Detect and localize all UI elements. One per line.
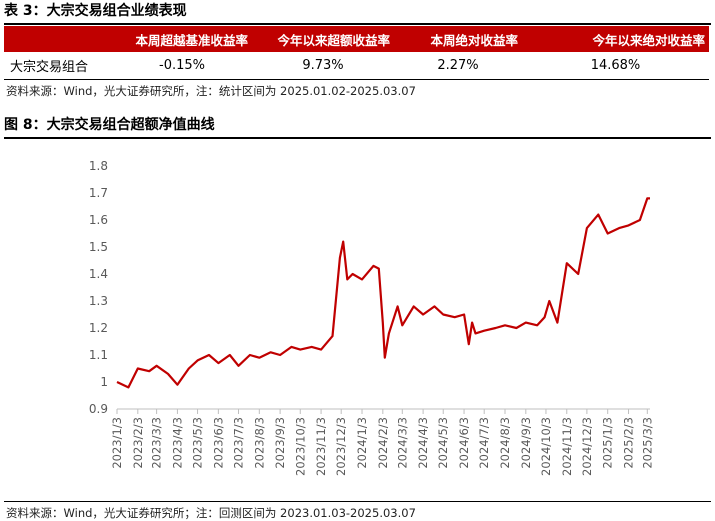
table-cell: 14.68% (522, 52, 709, 80)
x-tick-label: 2024/12/3 (580, 417, 594, 476)
plot-area (116, 197, 650, 389)
x-tick-label: 2023/6/3 (211, 417, 225, 469)
x-tick-label: 2025/1/3 (601, 417, 615, 469)
table-header-cell: 今年以来超额收益率 (252, 26, 394, 52)
table-cell: 2.27% (394, 52, 522, 80)
x-tick-label: 2023/1/3 (110, 417, 124, 469)
x-tick-label: 2023/5/3 (191, 417, 205, 469)
performance-table: 本周超越基准收益率 今年以来超额收益率 本周绝对收益率 今年以来绝对收益率 大宗… (4, 26, 709, 80)
figure-bottom-rule (4, 501, 711, 502)
y-tick-label: 1 (100, 375, 108, 389)
table-cell: -0.15% (112, 52, 252, 80)
x-tick-label: 2023/12/3 (334, 417, 348, 476)
figure-title: 图 8：大宗交易组合超额净值曲线 (4, 117, 215, 133)
x-tick-label: 2025/3/3 (640, 417, 654, 469)
x-tick-label: 2024/5/3 (436, 417, 450, 469)
x-tick-label: 2024/6/3 (457, 417, 471, 469)
x-tick-label: 2023/4/3 (170, 417, 184, 469)
x-tick-label: 2024/2/3 (376, 417, 390, 469)
y-tick-label: 1.6 (89, 213, 108, 227)
x-tick-label: 2025/2/3 (622, 417, 636, 469)
y-tick-label: 1.8 (89, 159, 108, 173)
x-tick-label: 2023/7/3 (232, 417, 246, 469)
y-tick-label: 1.4 (89, 267, 108, 281)
table-cell: 9.73% (252, 52, 394, 80)
x-tick-label: 2024/10/3 (539, 417, 553, 476)
table-header-cell: 今年以来绝对收益率 (522, 26, 709, 52)
x-tick-label: 2023/10/3 (293, 417, 307, 476)
x-tick-label: 2024/11/3 (560, 417, 574, 476)
x-tick-label: 2024/4/3 (416, 417, 430, 469)
table-header-cell: 本周超越基准收益率 (112, 26, 252, 52)
x-tick-label: 2024/8/3 (498, 417, 512, 469)
x-tick-label: 2024/1/3 (355, 417, 369, 469)
x-tick-label: 2023/2/3 (131, 417, 145, 469)
table-title: 表 3：大宗交易组合业绩表现 (4, 3, 187, 19)
x-tick-label: 2023/8/3 (252, 417, 266, 469)
x-tick-label: 2024/3/3 (395, 417, 409, 469)
excess-nav-series-line (116, 197, 650, 389)
y-tick-label: 1.7 (89, 186, 108, 200)
y-tick-label: 1.2 (89, 321, 108, 335)
y-tick-label: 1.1 (89, 348, 108, 362)
figure-source-note: 资料来源：Wind，光大证券研究所；注：回测区间为 2023.01.03-202… (6, 506, 416, 520)
x-tick-label: 2023/9/3 (273, 417, 287, 469)
table-header-cell: 本周绝对收益率 (394, 26, 522, 52)
table-header-row: 本周超越基准收益率 今年以来超额收益率 本周绝对收益率 今年以来绝对收益率 (4, 26, 709, 52)
y-tick-label: 1.3 (89, 294, 108, 308)
row-label: 大宗交易组合 (4, 52, 112, 80)
y-tick-label: 0.9 (89, 402, 108, 416)
x-tick-label: 2024/9/3 (519, 417, 533, 469)
x-tick-label: 2024/7/3 (477, 417, 491, 469)
excess-nav-line-chart: 0.911.11.21.31.41.51.61.71.8 2023/1/3 202… (89, 159, 654, 476)
table-top-rule (4, 23, 711, 25)
x-axis: 2023/1/3 2023/2/3 2023/3/3 2023/4/3 2023/5/3… (110, 408, 654, 476)
table-header-cell (4, 26, 112, 52)
table-row: 大宗交易组合 -0.15% 9.73% 2.27% 14.68% (4, 52, 709, 80)
table-source-note: 资料来源：Wind，光大证券研究所，注：统计区间为 2025.01.02-202… (6, 84, 416, 98)
x-tick-label: 2023/11/3 (314, 417, 328, 476)
x-tick-label: 2023/3/3 (150, 417, 164, 469)
figure-top-rule (4, 137, 711, 139)
y-tick-label: 1.5 (89, 240, 108, 254)
y-axis: 0.9 1 1.1 1.2 1.3 1.4 1.5 1.6 1.7 1.8 (89, 159, 108, 416)
